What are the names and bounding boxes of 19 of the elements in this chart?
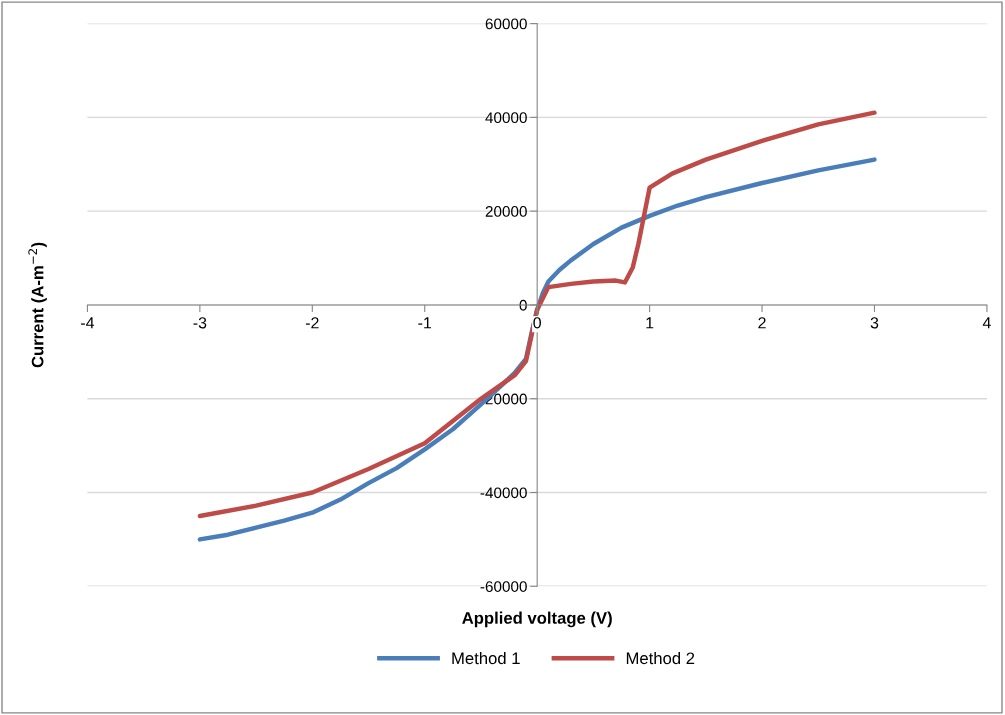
x-tick-label: 3 [870,317,879,329]
x-tick-label: 0 [533,317,541,329]
y-tick-label: 40000 [485,112,527,124]
y-axis-title: Current (A-m$^{−2}$) [28,242,47,368]
x-tick-label: -3 [193,317,207,329]
y-tick-label: 0 [519,299,527,311]
x-tick-label: 4 [982,317,991,329]
y-tick-label: -40000 [480,487,527,499]
x-tick-label: -2 [305,317,319,329]
y-tick-label: 20000 [485,206,527,217]
y-tick-label: -60000 [480,581,527,592]
legend-label: Method 2 [626,651,695,665]
x-tick-label: 2 [758,317,766,329]
legend-label: Method 1 [452,651,520,665]
x-axis-title: Applied voltage (V) [462,611,612,628]
x-tick-label: -1 [418,317,432,329]
x-tick-label: 1 [646,317,654,329]
x-tick-label: -4 [81,317,95,329]
y-tick-label: 60000 [485,18,527,30]
